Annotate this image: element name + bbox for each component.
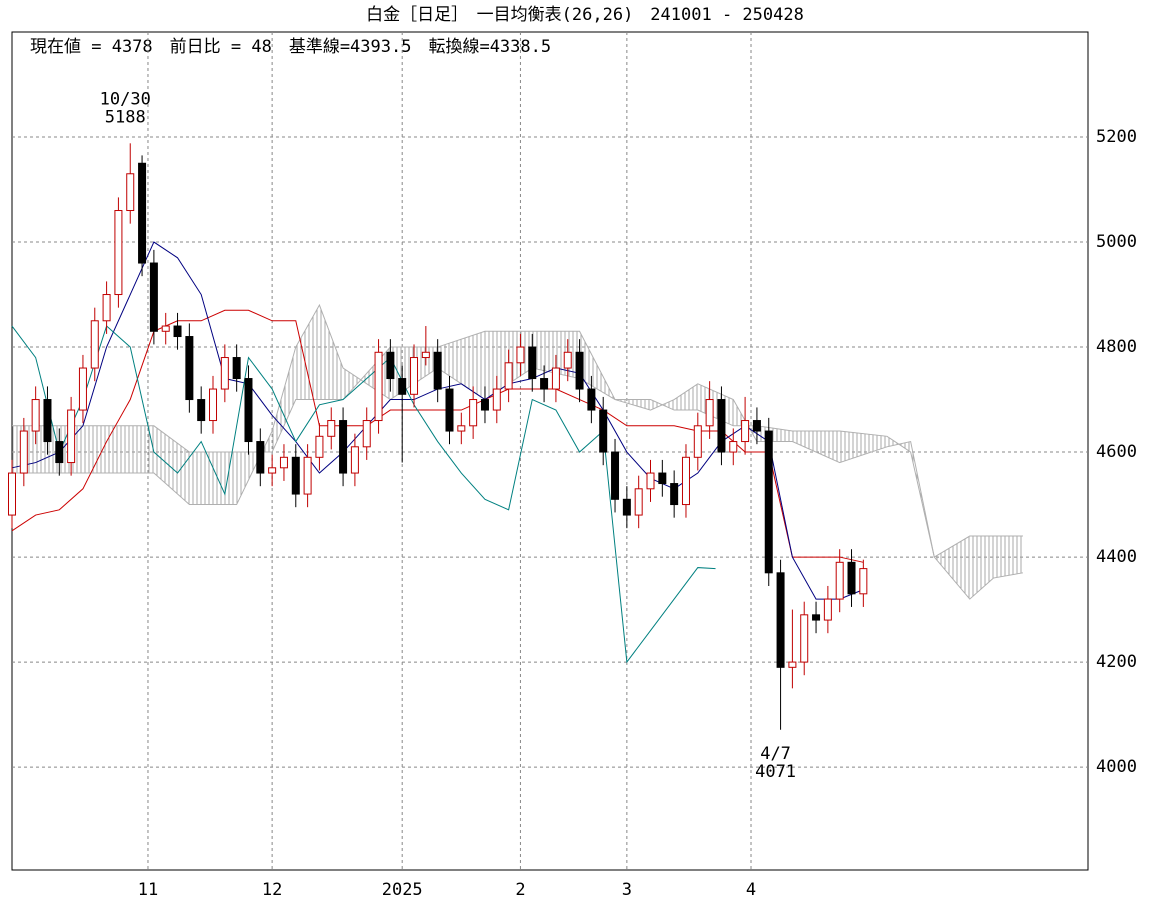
- candle-body: [350, 446, 359, 474]
- candle-body: [327, 420, 336, 437]
- candle-body: [398, 378, 407, 395]
- candle-body: [812, 614, 821, 621]
- candle-body: [681, 456, 690, 506]
- candle-body: [670, 483, 679, 506]
- candle-body: [729, 441, 738, 453]
- candle-body: [55, 441, 64, 464]
- candle-body: [551, 367, 560, 390]
- candle-body: [622, 498, 631, 516]
- x-tick-label: 2: [515, 880, 525, 900]
- candle-body: [161, 325, 170, 332]
- candle-body: [220, 357, 229, 390]
- candle-body: [575, 351, 584, 390]
- candle-body: [516, 346, 525, 364]
- cloud-span: [12, 330, 1023, 558]
- candle-body: [362, 420, 371, 448]
- candle-body: [374, 351, 383, 422]
- candle-body: [705, 399, 714, 427]
- candle-body: [634, 488, 643, 516]
- candle-body: [847, 561, 856, 595]
- candle-body: [197, 399, 206, 422]
- candle-body: [421, 351, 430, 359]
- candle-body: [256, 441, 265, 474]
- candle-body: [126, 173, 135, 212]
- annotation-label: 4/7: [760, 744, 791, 764]
- y-tick-label: 4600: [1096, 442, 1137, 462]
- candle-body: [279, 456, 288, 469]
- candle-body: [31, 399, 40, 432]
- y-tick-label: 5000: [1096, 232, 1137, 252]
- candle-body: [492, 388, 501, 411]
- candle-body: [788, 661, 797, 668]
- annotation-label: 10/30: [100, 89, 151, 109]
- candle-body: [339, 420, 348, 474]
- chart-title: 白金［日足］ 一目均衡表(26,26) 241001 - 250428: [366, 5, 804, 25]
- candle-body: [528, 346, 537, 380]
- candle-body: [19, 430, 28, 474]
- candle-body: [587, 388, 596, 411]
- y-tick-label: 5200: [1096, 127, 1137, 147]
- candle-body: [823, 598, 832, 621]
- candle-body: [658, 472, 667, 485]
- candle-body: [386, 351, 395, 380]
- candle-body: [800, 614, 809, 663]
- candle-body: [315, 435, 324, 458]
- x-tick-label: 3: [622, 880, 632, 900]
- y-tick-label: 4800: [1096, 337, 1137, 357]
- x-tick-label: 11: [138, 880, 158, 900]
- candle-body: [835, 561, 844, 600]
- candle-body: [410, 357, 419, 395]
- candle-body: [504, 362, 513, 390]
- candle-body: [611, 451, 620, 500]
- x-tick-label: 12: [262, 880, 282, 900]
- candle-body: [303, 456, 312, 495]
- annotation-value: 5188: [105, 107, 146, 127]
- y-tick-label: 4000: [1096, 757, 1137, 777]
- x-tick-label: 2025: [382, 880, 423, 900]
- candle-body: [469, 399, 478, 427]
- candle-body: [741, 420, 750, 443]
- candle-body: [90, 320, 99, 369]
- candle-body: [693, 425, 702, 458]
- candle-body: [445, 388, 454, 432]
- candle-body: [480, 399, 489, 411]
- candle-body: [752, 420, 761, 432]
- candle-body: [78, 367, 87, 411]
- candle-body: [149, 262, 158, 332]
- candle-body: [268, 467, 277, 474]
- candle-body: [291, 456, 300, 495]
- y-tick-label: 4400: [1096, 547, 1137, 567]
- candle-body: [244, 378, 253, 443]
- candle-body: [717, 399, 726, 453]
- annotation-value: 4071: [755, 762, 796, 782]
- candle-body: [185, 336, 194, 401]
- candle-body: [540, 378, 549, 390]
- candle-body: [776, 572, 785, 668]
- candle-body: [102, 294, 111, 322]
- x-tick-label: 4: [746, 880, 756, 900]
- candle-body: [764, 430, 773, 574]
- candle-body: [563, 351, 572, 369]
- header-info: 現在値 = 4378 前日比 = 48 基準線=4393.5 転換線=4338.…: [30, 37, 551, 57]
- candle-body: [599, 409, 608, 453]
- candle-body: [457, 425, 466, 432]
- candle-body: [43, 399, 52, 443]
- candle-body: [67, 409, 76, 464]
- candle-body: [859, 568, 868, 595]
- candle-body: [646, 472, 655, 490]
- candle-body: [138, 162, 147, 264]
- candle-body: [433, 351, 442, 390]
- candle-body: [114, 210, 123, 296]
- candle-body: [8, 472, 16, 516]
- y-tick-label: 4200: [1096, 652, 1137, 672]
- candle-body: [209, 388, 218, 422]
- candle-body: [232, 357, 241, 380]
- candle-body: [173, 325, 182, 338]
